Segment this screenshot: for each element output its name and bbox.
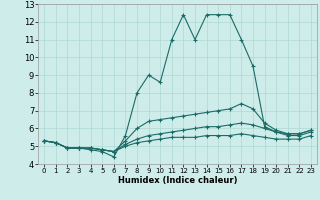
X-axis label: Humidex (Indice chaleur): Humidex (Indice chaleur) [118,176,237,185]
